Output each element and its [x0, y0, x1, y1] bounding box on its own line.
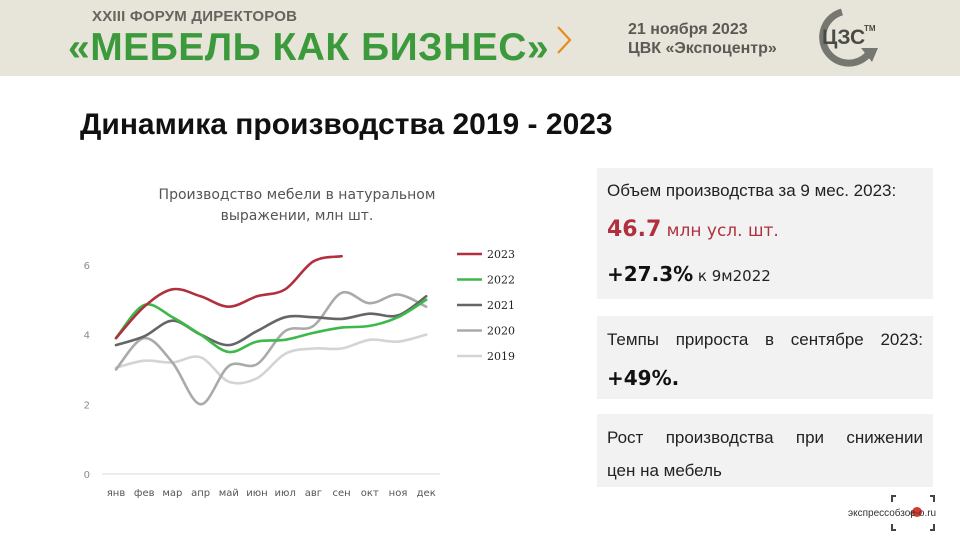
legend-label-2019: 2019	[487, 350, 515, 363]
x-tick-label: авг	[305, 488, 322, 499]
volume-value-line: 46.7 млн усл. шт.	[607, 217, 779, 242]
series-line-2021	[114, 295, 428, 347]
volume-title: Объем производства за 9 мес. 2023:	[607, 181, 897, 200]
chart-title-line1: Производство мебели в натуральном	[159, 187, 436, 203]
price-note-card: Рост производства при снижении цен на ме…	[597, 414, 933, 487]
event-venue: ЦВК «Экспоцентр»	[628, 40, 777, 57]
price-note-line2: цен на мебель	[607, 461, 722, 480]
x-tick-label: окт	[361, 488, 379, 499]
x-tick-label: ноя	[389, 488, 408, 499]
forum-title: «МЕБЕЛЬ КАК БИЗНЕС»	[68, 26, 550, 69]
chart-title-line2: выражении, млн шт.	[221, 208, 374, 224]
x-tick-label: фев	[134, 488, 155, 499]
volume-unit: млн усл. шт.	[661, 221, 779, 241]
badge-text: экспрессобзор	[848, 507, 916, 519]
legend-label-2020: 2020	[487, 325, 515, 338]
x-tick-label: сен	[332, 488, 350, 499]
volume-card: Объем производства за 9 мес. 2023: 46.7 …	[597, 168, 933, 299]
x-tick-label: июл	[275, 488, 296, 499]
volume-value: 46.7	[607, 217, 662, 242]
x-tick-label: янв	[107, 488, 126, 499]
event-date: 21 ноября 2023	[628, 21, 748, 38]
badge-domain: e-o.ru	[910, 508, 936, 519]
x-tick-label: июн	[246, 488, 267, 499]
legend-label-2023: 2023	[487, 248, 515, 261]
header-banner: XXIII ФОРУМ ДИРЕКТОРОВ «МЕБЕЛЬ КАК БИЗНЕ…	[0, 0, 960, 76]
badge-dot-icon	[912, 507, 922, 517]
growth-suffix: к 9м2022	[693, 267, 771, 285]
express-review-logo: экспрессобзор e-o.ru	[848, 495, 936, 531]
legend-label-2021: 2021	[487, 299, 515, 312]
growth-line: +27.3% к 9м2022	[607, 262, 771, 286]
y-tick-label: 0	[84, 470, 90, 481]
logo-text: ЦЗС	[822, 26, 865, 49]
y-tick-label: 6	[84, 261, 90, 272]
x-tick-label: апр	[191, 488, 210, 499]
series-line-2019	[114, 333, 428, 385]
event-info: 21 ноября 2023 ЦВК «Экспоцентр»	[628, 20, 777, 58]
page-title: Динамика производства 2019 - 2023	[80, 108, 613, 141]
growth-rate-card: Темпы прироста в сентябре 2023: +49%.	[597, 316, 933, 399]
forum-subtitle: XXIII ФОРУМ ДИРЕКТОРОВ	[92, 8, 298, 25]
czs-logo: ЦЗС TM	[819, 8, 878, 67]
y-tick-label: 4	[84, 331, 90, 342]
series-line-2023	[114, 254, 343, 340]
growth-rate-title: Темпы прироста в сентябре 2023:	[607, 330, 923, 349]
growth-rate-value: +49%.	[607, 366, 680, 390]
x-tick-label: мар	[162, 488, 182, 499]
price-note-line1: Рост производства при снижении	[607, 428, 923, 447]
y-tick-label: 2	[84, 400, 90, 411]
chevron-right-icon	[557, 26, 572, 54]
legend-label-2022: 2022	[487, 274, 515, 287]
logo-tm: TM	[864, 24, 876, 33]
x-tick-label: дек	[417, 488, 436, 499]
series-line-2022	[114, 298, 428, 354]
series-line-2020	[114, 290, 428, 406]
x-tick-label: май	[219, 488, 239, 499]
production-line-chart: Производство мебели в натуральном выраже…	[84, 187, 515, 499]
growth-value: +27.3%	[607, 262, 694, 286]
